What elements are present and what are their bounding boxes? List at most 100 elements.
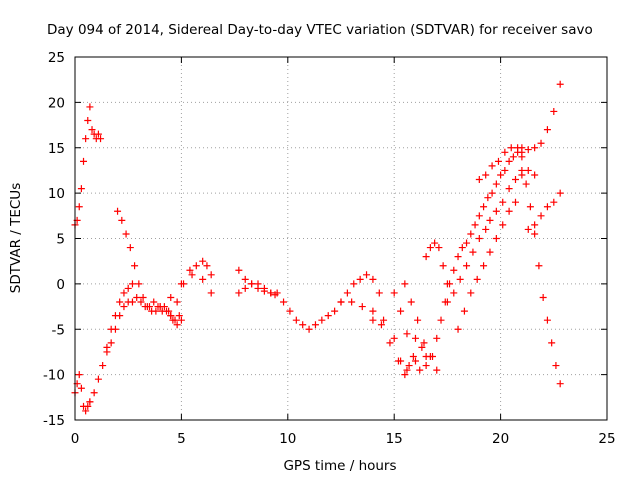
- data-point: [473, 275, 481, 283]
- data-point: [497, 171, 505, 179]
- series-track-n: [401, 280, 441, 374]
- data-point: [97, 135, 105, 143]
- data-point: [543, 126, 551, 134]
- data-point: [88, 126, 96, 134]
- data-point: [486, 248, 494, 256]
- data-point: [126, 244, 134, 252]
- data-point: [492, 207, 500, 215]
- data-point: [363, 271, 371, 279]
- data-point: [318, 316, 326, 324]
- data-point: [488, 162, 496, 170]
- data-point: [394, 357, 402, 365]
- data-point: [501, 166, 509, 174]
- x-tick-label: 25: [598, 431, 615, 447]
- data-point: [475, 176, 483, 184]
- data-point: [75, 371, 83, 379]
- data-point: [390, 289, 398, 297]
- data-point: [480, 262, 488, 270]
- data-point: [422, 362, 430, 370]
- data-point: [369, 307, 377, 315]
- data-point: [77, 185, 85, 193]
- data-point: [188, 271, 196, 279]
- data-point: [167, 312, 175, 320]
- data-point: [437, 316, 445, 324]
- data-point: [467, 230, 475, 238]
- data-point: [524, 225, 532, 233]
- data-point: [443, 280, 451, 288]
- series-track-d: [103, 280, 136, 351]
- data-point: [377, 321, 385, 329]
- data-point: [199, 275, 207, 283]
- y-tick-label: 0: [56, 277, 65, 293]
- data-point: [77, 384, 85, 392]
- data-point: [552, 362, 560, 370]
- data-point: [311, 321, 319, 329]
- data-point: [548, 339, 556, 347]
- data-point: [86, 103, 94, 111]
- data-point: [456, 275, 464, 283]
- data-point: [273, 289, 281, 297]
- data-point: [492, 235, 500, 242]
- data-point: [375, 289, 383, 297]
- data-point: [103, 343, 111, 351]
- data-point: [550, 107, 558, 115]
- data-point: [348, 298, 356, 306]
- data-point: [369, 275, 377, 283]
- data-point: [537, 212, 545, 220]
- data-point: [343, 289, 351, 297]
- data-point: [207, 271, 215, 279]
- data-point: [84, 402, 92, 410]
- y-tick-label: 10: [48, 186, 65, 202]
- data-point: [460, 307, 468, 315]
- data-point: [254, 280, 262, 288]
- data-point: [401, 280, 409, 288]
- data-point: [156, 303, 164, 311]
- x-tick-label: 5: [177, 431, 186, 447]
- series-track-k: [337, 298, 419, 379]
- data-point: [518, 166, 526, 174]
- data-point: [435, 244, 443, 252]
- data-point: [511, 176, 519, 184]
- data-point: [420, 339, 428, 347]
- data-point: [139, 293, 147, 301]
- data-point: [499, 198, 507, 206]
- data-point: [324, 312, 332, 320]
- data-point: [167, 293, 175, 301]
- data-point: [463, 239, 471, 247]
- data-point: [82, 135, 90, 143]
- data-point: [135, 280, 143, 288]
- data-point: [439, 262, 447, 270]
- data-point: [499, 221, 507, 229]
- data-point: [471, 221, 479, 229]
- data-point: [433, 334, 441, 342]
- series-track-f: [167, 257, 215, 320]
- data-point: [492, 180, 500, 188]
- data-point: [433, 366, 441, 374]
- plot-frame: [74, 56, 608, 421]
- data-point: [556, 189, 564, 197]
- data-point: [409, 352, 417, 360]
- data-point: [120, 289, 128, 297]
- data-point: [522, 180, 530, 188]
- data-point: [292, 316, 300, 324]
- data-point: [358, 303, 366, 311]
- data-point: [443, 298, 451, 306]
- data-point: [173, 321, 181, 329]
- series-track-l: [369, 316, 426, 374]
- data-point: [501, 148, 509, 156]
- data-point: [450, 266, 458, 274]
- series-track-g: [156, 271, 215, 311]
- data-point: [143, 303, 151, 311]
- data-point: [94, 130, 102, 138]
- data-point: [152, 307, 160, 315]
- data-point: [131, 262, 139, 270]
- data-point: [94, 375, 102, 383]
- series-track-u: [518, 80, 564, 156]
- data-point: [414, 316, 422, 324]
- data-point: [82, 407, 90, 415]
- data-point: [411, 334, 419, 342]
- data-point: [207, 289, 215, 297]
- data-point: [397, 307, 405, 315]
- series-track-m: [390, 289, 430, 374]
